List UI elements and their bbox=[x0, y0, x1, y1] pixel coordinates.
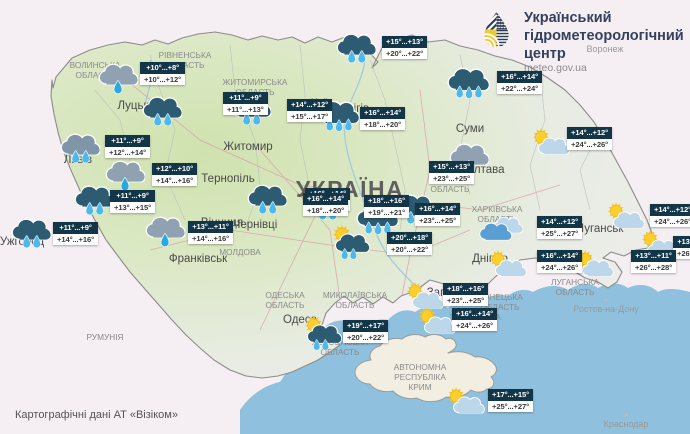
svg-text:Ростов-на-Дону: Ростов-на-Дону bbox=[573, 304, 639, 314]
svg-text:центр: центр bbox=[524, 46, 566, 62]
svg-text:РЕСПУБЛІКА: РЕСПУБЛІКА bbox=[394, 372, 446, 382]
svg-text:Житомир: Житомир bbox=[223, 141, 272, 153]
svg-text:РІВНЕНСЬКА: РІВНЕНСЬКА bbox=[159, 50, 212, 60]
svg-text:Суми: Суми bbox=[456, 123, 484, 135]
svg-text:МИКОЛАЇВСЬКА: МИКОЛАЇВСЬКА bbox=[323, 290, 388, 300]
svg-text:Франківськ: Франківськ bbox=[169, 253, 228, 265]
svg-text:ХАРКІВСЬКА: ХАРКІВСЬКА bbox=[472, 204, 523, 214]
svg-text:ЖИТОМИРСЬКА: ЖИТОМИРСЬКА bbox=[223, 77, 288, 87]
svg-text:ЛУГАНСЬКА: ЛУГАНСЬКА bbox=[551, 277, 599, 287]
svg-text:ОДЕСЬКА: ОДЕСЬКА bbox=[265, 290, 305, 300]
svg-text:КРИМ: КРИМ bbox=[408, 382, 431, 392]
svg-text:ОБЛАСТЬ: ОБЛАСТЬ bbox=[336, 300, 375, 310]
svg-text:Картографічні дані АТ «Візіком: Картографічні дані АТ «Візіком» bbox=[15, 409, 178, 421]
svg-text:Український: Український bbox=[524, 10, 612, 26]
svg-text:РУМУНІЯ: РУМУНІЯ bbox=[86, 332, 123, 342]
svg-text:АВТОНОМНА: АВТОНОМНА bbox=[394, 362, 447, 372]
svg-text:Воронеж: Воронеж bbox=[587, 44, 624, 54]
svg-text:Краснодар: Краснодар bbox=[604, 419, 649, 429]
svg-text:ОБЛАСТЬ: ОБЛАСТЬ bbox=[556, 287, 595, 297]
svg-text:ОБЛАСТЬ: ОБЛАСТЬ bbox=[431, 184, 470, 194]
svg-text:гідрометеорологічний: гідрометеорологічний bbox=[524, 28, 684, 44]
svg-text:Тернопіль: Тернопіль bbox=[201, 173, 254, 185]
svg-text:ОБЛАСТЬ: ОБЛАСТЬ bbox=[266, 300, 305, 310]
